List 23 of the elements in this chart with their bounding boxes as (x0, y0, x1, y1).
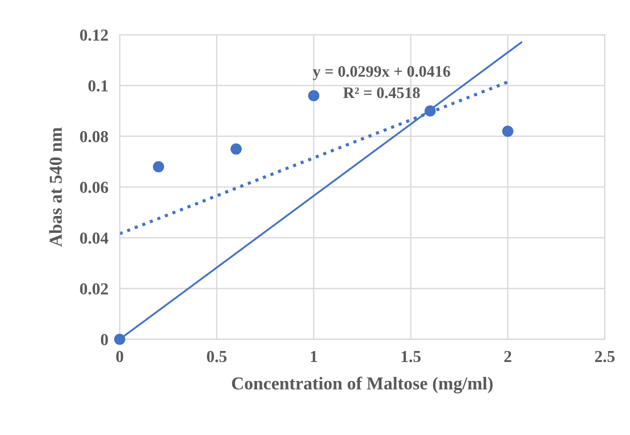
x-tick-label: 2 (504, 350, 512, 362)
point (424, 105, 436, 117)
point (152, 161, 164, 172)
x-tick-label: 0.5 (206, 350, 227, 362)
x-tick-label: 2.5 (595, 350, 615, 362)
y-tick-label: 0.1 (88, 80, 108, 92)
x-tick-label: 0 (116, 350, 124, 362)
y-tick-label: 0.08 (80, 131, 108, 142)
x-tick-label: 1.5 (402, 350, 421, 362)
y-tick-label: 0 (100, 334, 108, 346)
point (230, 143, 242, 155)
point (502, 126, 514, 137)
y-tick-label: 0.06 (80, 182, 108, 194)
point (308, 90, 320, 102)
annotation: R² = 0.4518 (343, 87, 420, 98)
point (114, 334, 126, 345)
annotation: y = 0.0299x + 0.0416 (312, 66, 450, 80)
y-tick-label: 0.02 (80, 283, 108, 295)
y-tick-label: 0.04 (80, 232, 108, 244)
x-tick-label: 1 (310, 350, 318, 362)
y-axis-title: Abas at 540 nm (49, 127, 62, 247)
x-axis-title: Concentration of Maltose (mg/ml) (232, 376, 493, 394)
y-tick-label: 0.12 (80, 30, 108, 41)
